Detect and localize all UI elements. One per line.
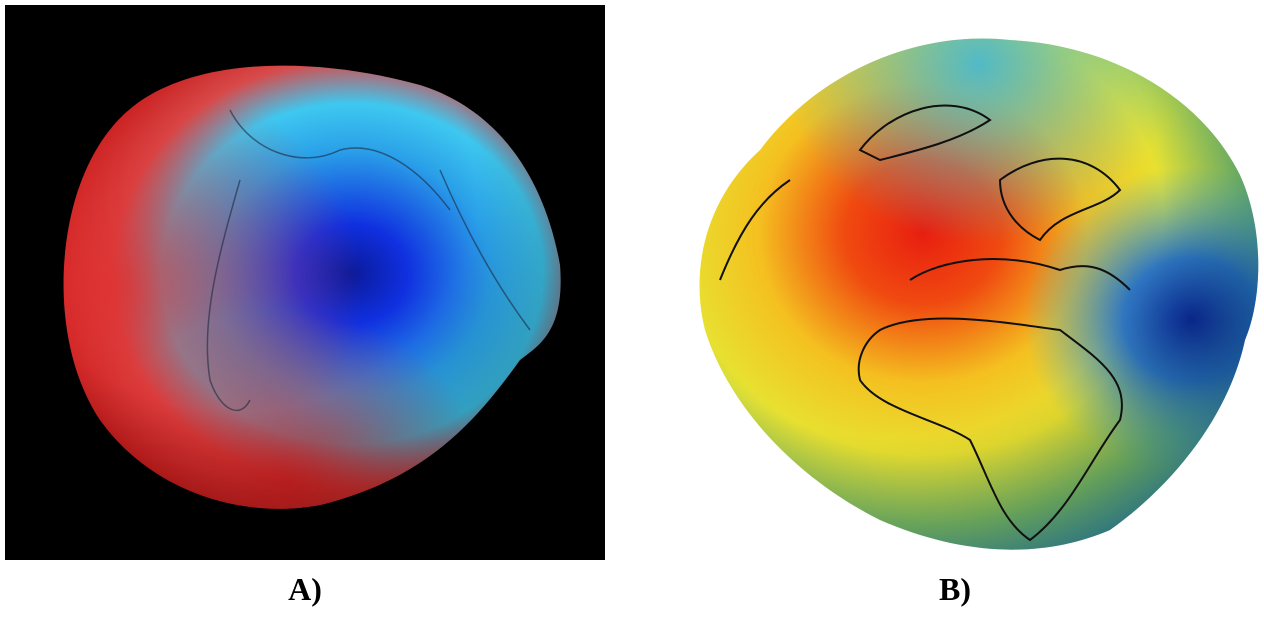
panel-a: A) (5, 5, 605, 607)
panel-label: A) (288, 571, 322, 607)
figure: A) B) (0, 0, 1264, 617)
panel-b: B) (700, 38, 1259, 607)
panel-label: B) (939, 571, 971, 607)
geoid-b-shade (700, 38, 1259, 549)
